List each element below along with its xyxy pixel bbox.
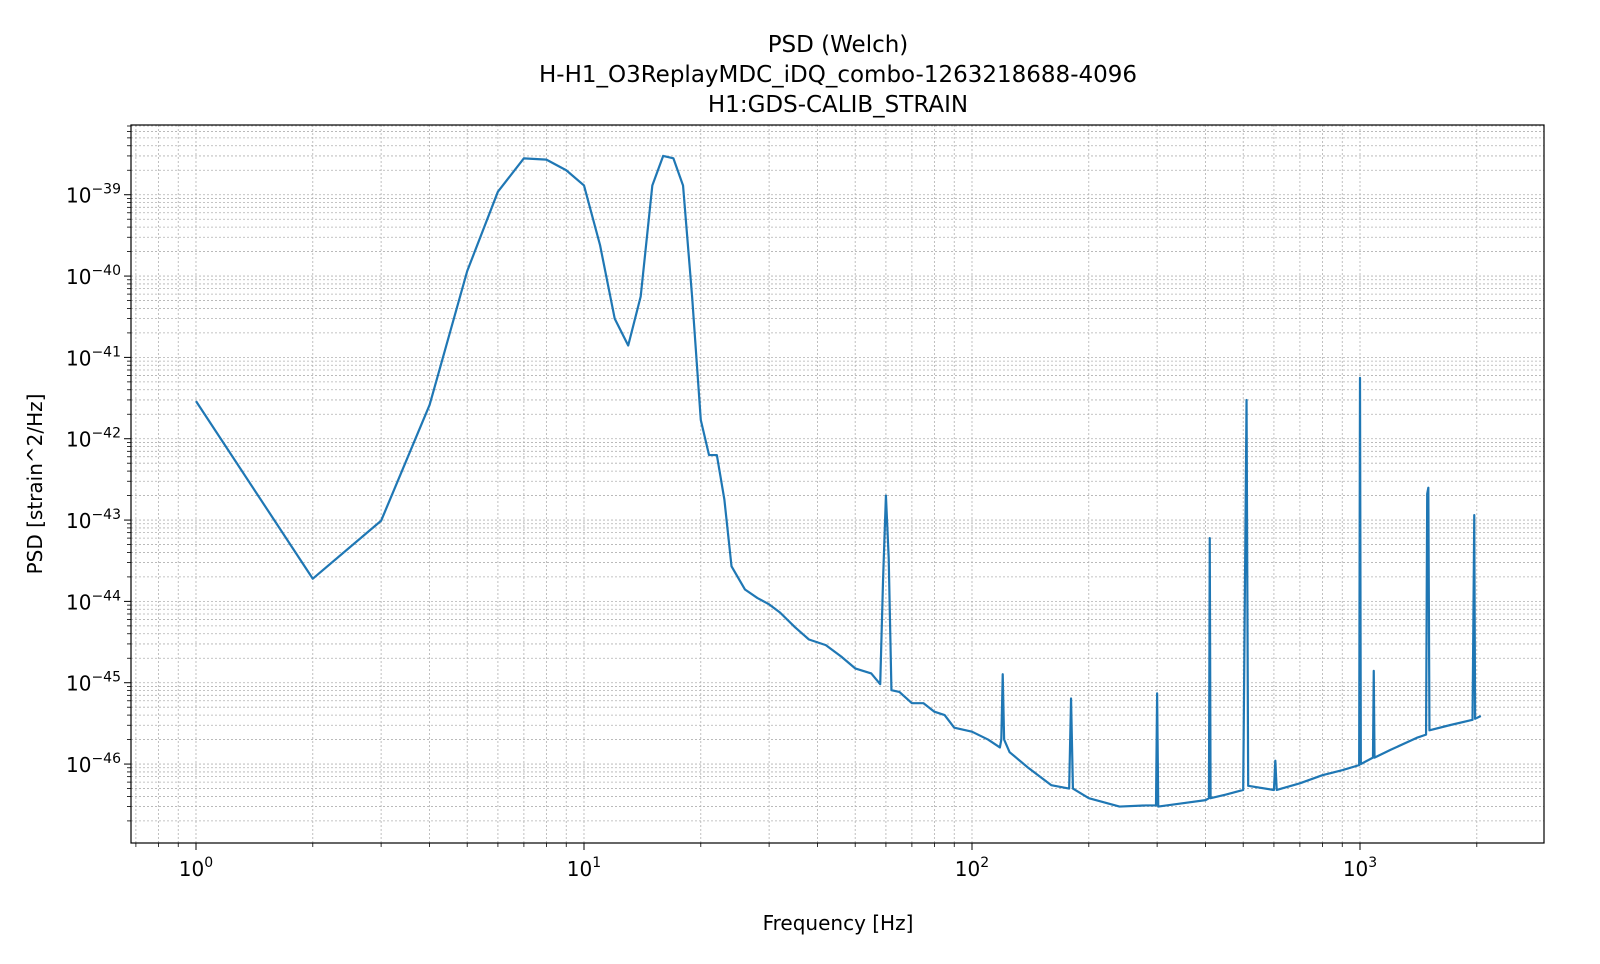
y-axis-label: PSD [strain^2/Hz] <box>23 394 47 575</box>
plot-frame <box>130 124 1545 844</box>
chart-subtitle: H1:GDS-CALIB_STRAIN <box>708 92 968 118</box>
x-tick-label: 102 <box>955 855 989 881</box>
y-tick-label: 10−39 <box>66 182 121 208</box>
y-tick-label: 10−45 <box>66 670 121 696</box>
x-tick-label: 100 <box>179 855 213 881</box>
x-tick-label: 101 <box>567 855 601 881</box>
y-tick-label: 10−42 <box>66 426 121 452</box>
y-tick-label: 10−46 <box>66 751 121 777</box>
y-tick-label: 10−44 <box>66 588 121 614</box>
y-tick-label: 10−41 <box>66 344 121 370</box>
chart-subtitle: H-H1_O3ReplayMDC_iDQ_combo-1263218688-40… <box>539 62 1137 88</box>
y-tick-label: 10−43 <box>66 507 121 533</box>
line-series <box>195 154 1482 808</box>
y-tick-label: 10−40 <box>66 263 121 289</box>
chart-title: PSD (Welch) <box>768 32 909 58</box>
x-tick-label: 103 <box>1343 855 1377 881</box>
x-axis-label: Frequency [Hz] <box>763 911 914 935</box>
